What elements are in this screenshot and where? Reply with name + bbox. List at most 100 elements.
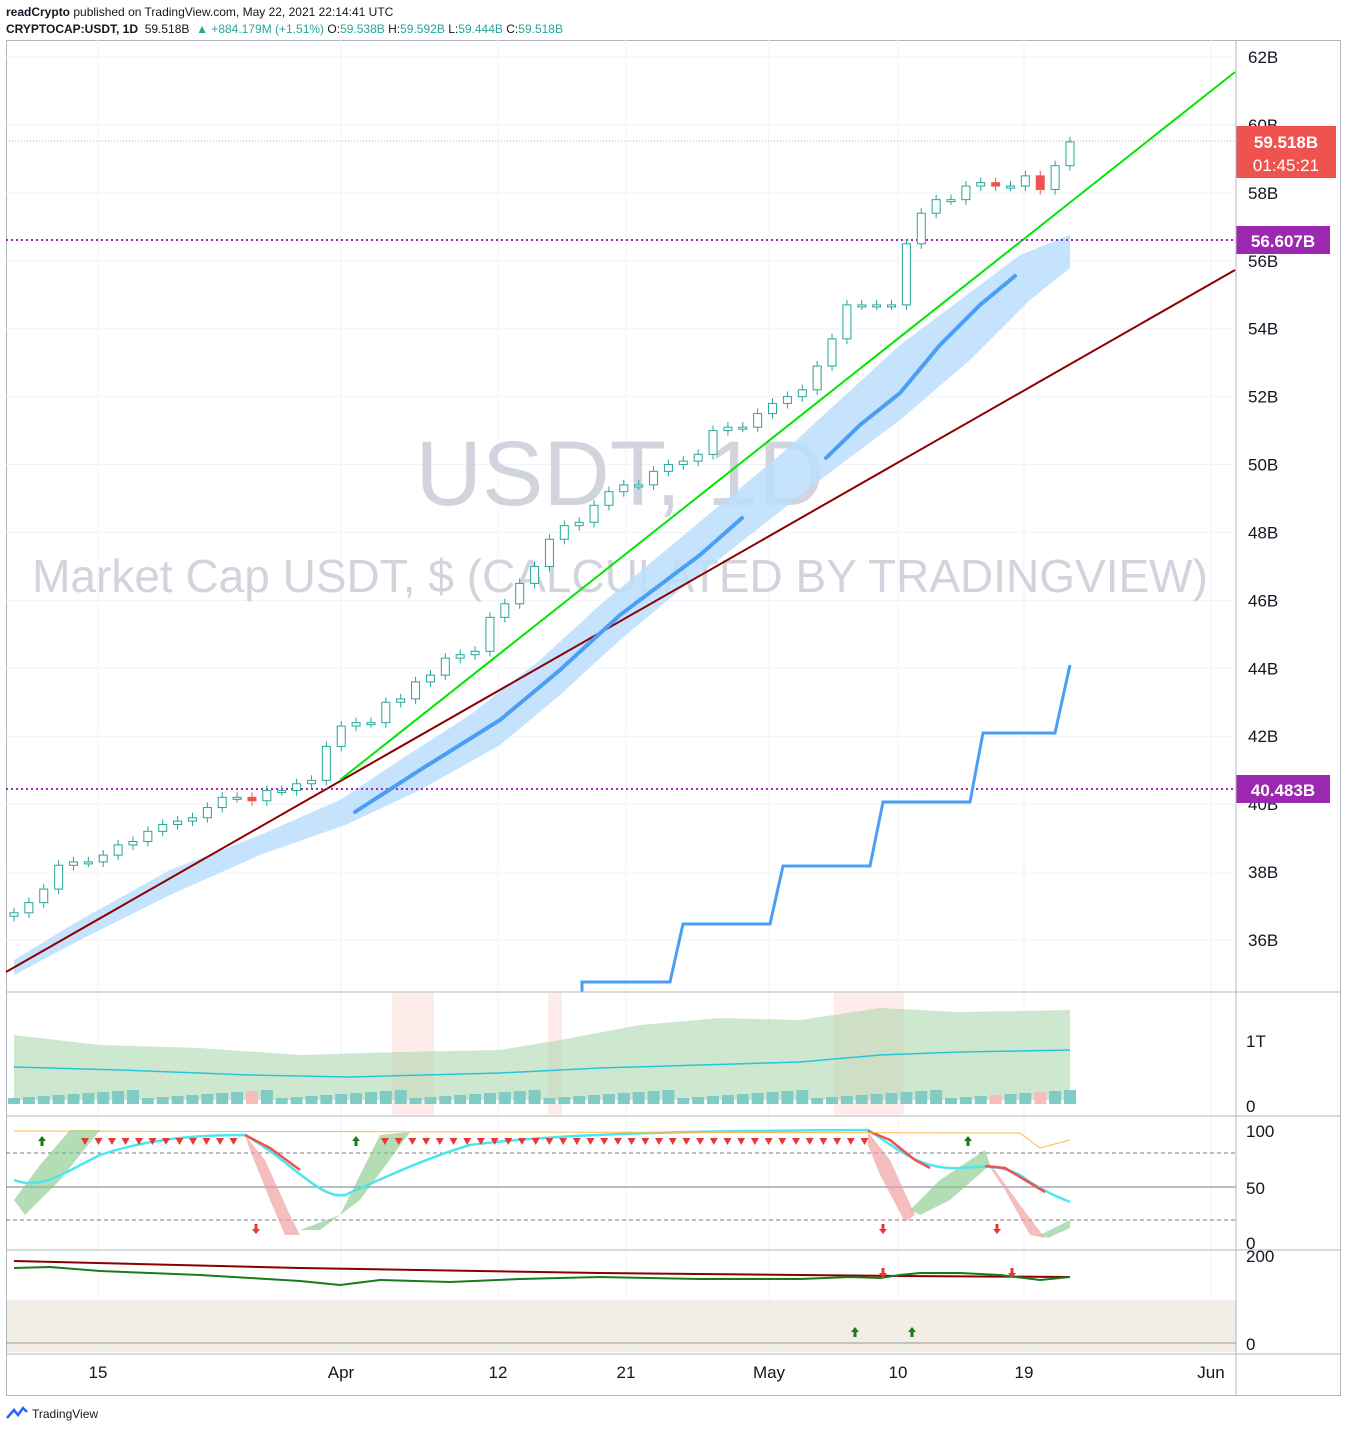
sell-signal-icon: [449, 1138, 458, 1145]
candle[interactable]: [530, 561, 540, 589]
candle[interactable]: [292, 778, 302, 796]
candle[interactable]: [143, 826, 153, 847]
candle[interactable]: [128, 836, 138, 851]
candle[interactable]: [9, 907, 19, 922]
candle[interactable]: [872, 299, 882, 311]
candle[interactable]: [277, 785, 287, 796]
footer-brand[interactable]: TradingView: [32, 1407, 99, 1421]
candle[interactable]: [708, 425, 718, 460]
volume-bar: [662, 1090, 675, 1104]
candle[interactable]: [232, 792, 242, 803]
candle[interactable]: [574, 517, 584, 531]
sell-signal-icon: [545, 1138, 554, 1145]
candle[interactable]: [663, 459, 673, 477]
candle[interactable]: [604, 486, 614, 511]
candle[interactable]: [1006, 180, 1016, 192]
volume-bar: [945, 1098, 958, 1104]
sell-signal-icon: [121, 1138, 130, 1145]
sell-signal-icon: [792, 1138, 800, 1145]
candle[interactable]: [544, 534, 554, 572]
candle[interactable]: [782, 391, 792, 409]
candle[interactable]: [366, 717, 376, 728]
candle[interactable]: [202, 802, 212, 823]
candle[interactable]: [173, 816, 183, 830]
price-tick: 38B: [1248, 863, 1278, 882]
candle[interactable]: [723, 422, 733, 436]
candle[interactable]: [827, 333, 837, 372]
candle[interactable]: [187, 812, 197, 827]
candle[interactable]: [693, 449, 703, 467]
candle[interactable]: [678, 456, 688, 470]
sell-signal-icon: [229, 1138, 238, 1145]
candle[interactable]: [39, 883, 49, 908]
tradingview-logo-icon[interactable]: [6, 1406, 28, 1422]
candle[interactable]: [262, 785, 272, 806]
candle[interactable]: [1035, 170, 1045, 195]
candle[interactable]: [753, 408, 763, 433]
candle[interactable]: [589, 500, 599, 528]
candle[interactable]: [83, 856, 93, 867]
candle[interactable]: [336, 720, 346, 752]
sell-signal-icon: [148, 1138, 157, 1145]
candle[interactable]: [634, 479, 644, 491]
candle[interactable]: [68, 856, 78, 871]
support-trendline[interactable]: [5, 269, 1236, 973]
candle[interactable]: [351, 717, 361, 732]
candle[interactable]: [916, 208, 926, 249]
candle[interactable]: [901, 238, 911, 311]
sell-signal-icon: [737, 1138, 746, 1145]
candle[interactable]: [98, 850, 108, 867]
level-badge-upper[interactable]: 56.607B: [1236, 226, 1330, 254]
volume-bar: [558, 1097, 571, 1104]
candle[interactable]: [470, 646, 480, 660]
candle[interactable]: [619, 479, 629, 497]
candles: [9, 136, 1075, 922]
candle[interactable]: [500, 598, 510, 623]
candle[interactable]: [812, 360, 822, 395]
candle[interactable]: [1065, 136, 1075, 171]
candle[interactable]: [931, 194, 941, 219]
candle[interactable]: [1020, 170, 1030, 192]
channel-trendline[interactable]: [339, 71, 1236, 781]
candle[interactable]: [54, 860, 64, 895]
volume-bar: [840, 1096, 853, 1104]
candle[interactable]: [961, 180, 971, 205]
candle[interactable]: [158, 819, 168, 837]
sell-signal-icon: [655, 1138, 663, 1145]
level-badge-lower[interactable]: 40.483B: [1236, 775, 1330, 803]
candle[interactable]: [1050, 160, 1060, 195]
candle[interactable]: [842, 299, 852, 344]
volume-bar: [82, 1093, 95, 1104]
sell-signal-icon: [641, 1138, 650, 1145]
candle[interactable]: [321, 741, 331, 786]
current-price-badge[interactable]: 59.518B 01:45:21: [1236, 126, 1336, 178]
grid: [6, 40, 1236, 1354]
candle[interactable]: [247, 792, 257, 806]
candle[interactable]: [425, 670, 435, 687]
candle[interactable]: [113, 839, 123, 861]
candle[interactable]: [381, 697, 391, 728]
candle[interactable]: [485, 612, 495, 657]
candle[interactable]: [768, 398, 778, 419]
sell-signal-icon: [81, 1138, 89, 1145]
candle[interactable]: [24, 897, 34, 918]
candle[interactable]: [649, 466, 659, 491]
publisher-name[interactable]: readCrypto: [6, 5, 71, 19]
candle[interactable]: [976, 177, 986, 192]
candle[interactable]: [991, 177, 1001, 192]
candle[interactable]: [396, 693, 406, 708]
candle[interactable]: [887, 299, 897, 311]
candle[interactable]: [857, 299, 867, 311]
candle[interactable]: [797, 384, 807, 402]
candle[interactable]: [440, 653, 450, 681]
candle[interactable]: [411, 676, 421, 704]
candle[interactable]: [306, 775, 316, 789]
candle[interactable]: [455, 649, 465, 664]
candle[interactable]: [515, 578, 525, 609]
candle[interactable]: [946, 194, 956, 205]
candle[interactable]: [559, 520, 569, 545]
down-arrow-icon: [879, 1268, 887, 1278]
candle[interactable]: [217, 792, 227, 813]
candle[interactable]: [738, 422, 748, 433]
